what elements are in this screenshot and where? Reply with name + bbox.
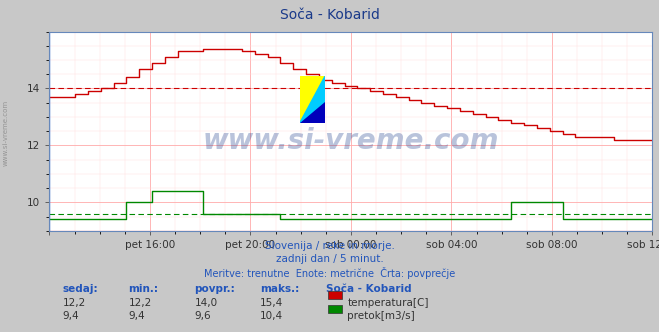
Text: Soča - Kobarid: Soča - Kobarid (279, 8, 380, 22)
Polygon shape (300, 76, 325, 123)
Polygon shape (300, 76, 325, 123)
Text: www.si-vreme.com: www.si-vreme.com (2, 100, 9, 166)
Text: Soča - Kobarid: Soča - Kobarid (326, 284, 412, 294)
Text: 10,4: 10,4 (260, 311, 283, 321)
Text: temperatura[C]: temperatura[C] (347, 298, 429, 308)
Text: 14,0: 14,0 (194, 298, 217, 308)
Text: 9,6: 9,6 (194, 311, 211, 321)
Text: 15,4: 15,4 (260, 298, 283, 308)
Text: pretok[m3/s]: pretok[m3/s] (347, 311, 415, 321)
Text: 9,4: 9,4 (63, 311, 79, 321)
Text: Meritve: trenutne  Enote: metrične  Črta: povprečje: Meritve: trenutne Enote: metrične Črta: … (204, 267, 455, 279)
Text: zadnji dan / 5 minut.: zadnji dan / 5 minut. (275, 254, 384, 264)
Text: maks.:: maks.: (260, 284, 300, 294)
Text: povpr.:: povpr.: (194, 284, 235, 294)
Text: 12,2: 12,2 (129, 298, 152, 308)
Polygon shape (300, 102, 325, 123)
Text: min.:: min.: (129, 284, 159, 294)
Text: 9,4: 9,4 (129, 311, 145, 321)
Text: sedaj:: sedaj: (63, 284, 98, 294)
Text: Slovenija / reke in morje.: Slovenija / reke in morje. (264, 241, 395, 251)
Text: 12,2: 12,2 (63, 298, 86, 308)
Text: www.si-vreme.com: www.si-vreme.com (203, 127, 499, 155)
